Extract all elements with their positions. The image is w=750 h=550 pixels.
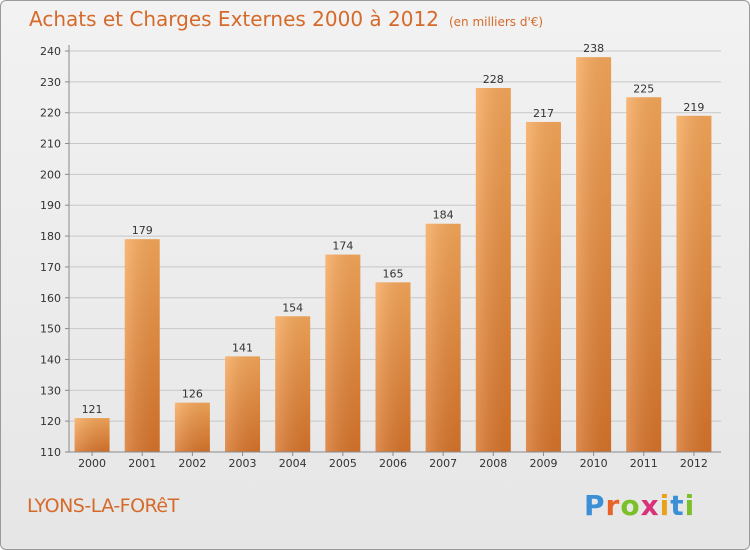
logo-letter: r bbox=[605, 489, 621, 522]
bar-shade bbox=[375, 282, 411, 452]
bars: 121 179 126 141 154 174 165 184 228 217 238 225 219 bbox=[74, 42, 712, 453]
y-tick-label: 150 bbox=[40, 323, 61, 336]
bar-shade bbox=[174, 402, 210, 452]
y-tick-label: 160 bbox=[40, 292, 61, 305]
x-tick-label: 2004 bbox=[279, 457, 307, 470]
logo-letter: i bbox=[684, 489, 696, 522]
y-tick-label: 180 bbox=[40, 230, 61, 243]
data-label: 238 bbox=[583, 42, 604, 55]
logo-letter: x bbox=[640, 489, 660, 522]
data-label: 179 bbox=[132, 224, 153, 237]
y-tick-label: 220 bbox=[40, 107, 61, 120]
bar-shade bbox=[525, 121, 561, 452]
logo-letter: t bbox=[670, 489, 685, 522]
x-tick-label: 2002 bbox=[178, 457, 206, 470]
y-tick-label: 140 bbox=[40, 353, 61, 366]
data-label: 228 bbox=[483, 73, 504, 86]
x-tick-label: 2000 bbox=[78, 457, 106, 470]
data-label: 219 bbox=[683, 101, 704, 114]
x-tick-label: 2001 bbox=[128, 457, 156, 470]
y-tick-label: 110 bbox=[40, 446, 61, 459]
y-tick-label: 200 bbox=[40, 168, 61, 181]
x-tick-label: 2011 bbox=[630, 457, 658, 470]
data-label: 121 bbox=[82, 403, 103, 416]
bar-shade bbox=[325, 254, 361, 452]
bar-shade bbox=[626, 97, 662, 453]
data-label: 141 bbox=[232, 341, 253, 354]
data-label: 126 bbox=[182, 388, 203, 401]
y-tick-label: 230 bbox=[40, 76, 61, 89]
logo-letter: o bbox=[620, 489, 641, 522]
y-tick-label: 120 bbox=[40, 415, 61, 428]
x-tick-label: 2008 bbox=[479, 457, 507, 470]
proxiti-logo: Proxiti bbox=[584, 489, 695, 522]
data-label: 174 bbox=[332, 240, 353, 253]
y-tick-label: 240 bbox=[40, 45, 61, 58]
data-label: 184 bbox=[433, 209, 454, 222]
chart-subtitle: (en milliers d'€) bbox=[448, 15, 544, 29]
bar-shade bbox=[275, 316, 311, 452]
x-tick-label: 2009 bbox=[529, 457, 557, 470]
x-tick-label: 2012 bbox=[680, 457, 708, 470]
y-tick-label: 170 bbox=[40, 261, 61, 274]
bar-shade bbox=[74, 418, 110, 452]
x-tick-label: 2003 bbox=[229, 457, 257, 470]
x-tick-label: 2005 bbox=[329, 457, 357, 470]
data-label: 225 bbox=[633, 82, 654, 95]
logo-letter: i bbox=[659, 489, 671, 522]
data-label: 165 bbox=[383, 267, 404, 280]
bar-shade bbox=[576, 57, 612, 453]
x-tick-label: 2010 bbox=[580, 457, 608, 470]
data-label: 154 bbox=[282, 301, 303, 314]
y-tick-label: 190 bbox=[40, 199, 61, 212]
axes: 110 120 130 140 150 160 170 180 190 200 210 220 230 2… bbox=[40, 45, 721, 470]
chart-title: Achats et Charges Externes 2000 à 2012 (e… bbox=[29, 7, 543, 31]
bar-shade bbox=[475, 88, 511, 452]
bar-shade bbox=[225, 356, 261, 452]
chart-title-text: Achats et Charges Externes 2000 à 2012 bbox=[29, 7, 439, 31]
y-tick-label: 210 bbox=[40, 138, 61, 151]
bar-shade bbox=[124, 239, 160, 452]
logo-letter: P bbox=[584, 489, 606, 522]
x-tick-label: 2006 bbox=[379, 457, 407, 470]
city-name: LYONS-LA-FORêT bbox=[27, 495, 179, 517]
bar-shade bbox=[676, 115, 712, 453]
bar-shade bbox=[425, 223, 461, 452]
data-label: 217 bbox=[533, 107, 554, 120]
y-tick-label: 130 bbox=[40, 384, 61, 397]
x-tick-label: 2007 bbox=[429, 457, 457, 470]
